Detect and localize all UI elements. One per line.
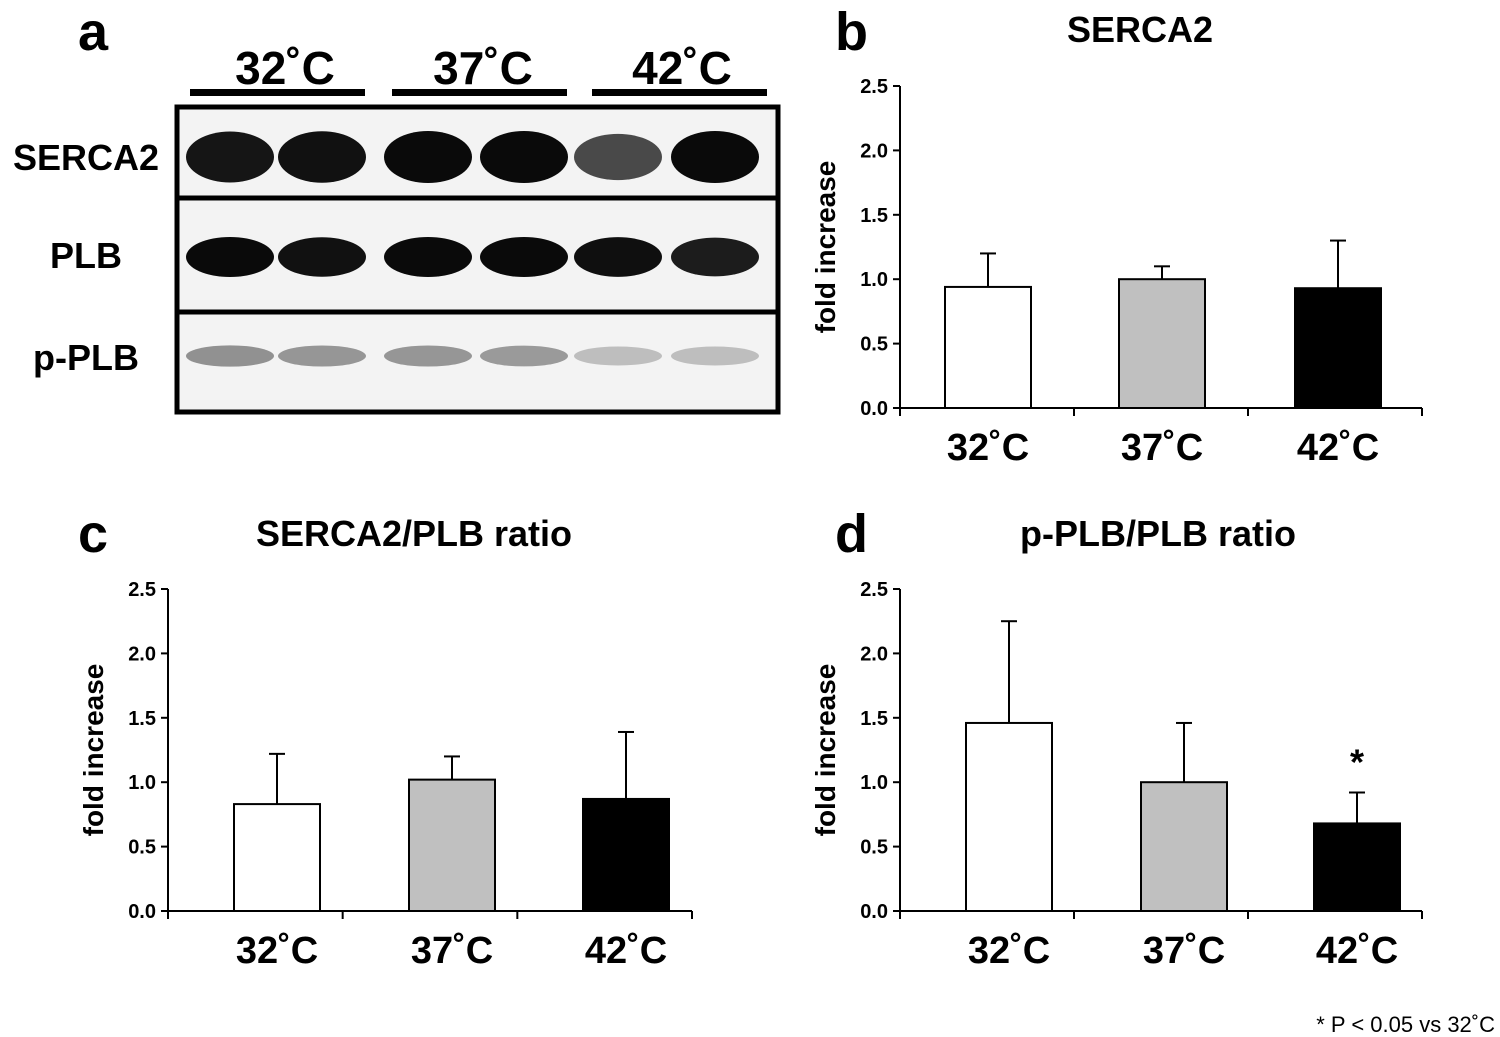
band-p-plb-lane-3 <box>384 345 472 367</box>
y-tick-label: 1.5 <box>860 708 888 730</box>
x-category-label: 42˚C <box>1316 930 1398 972</box>
x-category-label: 37˚C <box>411 930 493 972</box>
band-plb-lane-2 <box>278 237 366 277</box>
blot-group-underline-32 <box>190 89 365 96</box>
y-axis-label: fold increase <box>78 664 109 837</box>
y-tick-label: 1.0 <box>860 772 888 794</box>
x-category-label: 42˚C <box>585 930 667 972</box>
y-tick-label: 1.0 <box>128 772 156 794</box>
blot-row-label-p-plb: p-PLB <box>33 337 139 378</box>
band-serca2-lane-2 <box>278 131 366 183</box>
blot-bands <box>186 131 759 367</box>
y-tick-label: 0.5 <box>860 334 888 356</box>
band-p-plb-lane-5 <box>574 346 662 366</box>
panel-label-c: c <box>78 504 108 564</box>
band-serca2-lane-1 <box>186 131 274 183</box>
band-plb-lane-5 <box>574 237 662 277</box>
bar <box>1140 781 1228 913</box>
bar <box>408 778 496 913</box>
panel-label-b: b <box>835 2 868 62</box>
y-tick-label: 2.5 <box>128 579 156 601</box>
y-tick-label: 0.5 <box>128 837 156 859</box>
bar <box>1294 287 1382 409</box>
band-serca2-lane-5 <box>574 133 662 181</box>
y-axis-label: fold increase <box>810 161 841 334</box>
bar <box>233 803 321 913</box>
band-serca2-lane-3 <box>384 131 472 183</box>
bar <box>944 285 1032 410</box>
chart-title: p-PLB/PLB ratio <box>1020 513 1296 554</box>
bar <box>1313 822 1401 913</box>
band-p-plb-lane-1 <box>186 345 274 367</box>
blot-row-label-serca2: SERCA2 <box>13 137 159 178</box>
bar <box>582 797 670 912</box>
y-tick-label: 2.0 <box>860 140 888 162</box>
y-tick-label: 2.5 <box>860 76 888 98</box>
band-p-plb-lane-2 <box>278 345 366 367</box>
panel-label-d: d <box>835 504 868 564</box>
y-tick-label: 1.5 <box>128 708 156 730</box>
bar <box>965 721 1053 913</box>
x-category-label: 37˚C <box>1143 930 1225 972</box>
chart-p-plb-plb-ratio: p-PLB/PLB ratio 0.0 0.5 1.0 1.5 2.0 2.5 fold in… <box>810 513 1423 972</box>
y-tick-label: 1.0 <box>860 269 888 291</box>
band-plb-lane-1 <box>186 237 274 277</box>
x-category-label: 37˚C <box>1121 427 1203 469</box>
y-tick-label: 0.0 <box>860 901 888 923</box>
bar <box>1118 278 1206 410</box>
y-tick-label: 2.0 <box>128 643 156 665</box>
western-blot: 32˚C 37˚C 42˚C SERCA2 PLB p-PLB <box>13 42 781 415</box>
blot-group-label-37: 37˚C <box>433 42 533 94</box>
y-tick-label: 1.5 <box>860 205 888 227</box>
band-plb-lane-6 <box>671 237 759 277</box>
band-plb-lane-3 <box>384 237 472 277</box>
x-category-label: 32˚C <box>947 427 1029 469</box>
chart-serca2: SERCA2 0.0 0.5 1.0 1.5 2.0 2.5 fold increase 32˚… <box>810 9 1423 469</box>
blot-group-label-42: 42˚C <box>632 42 732 94</box>
y-tick-label: 0.0 <box>128 901 156 923</box>
band-plb-lane-4 <box>480 237 568 277</box>
y-tick-label: 0.0 <box>860 398 888 420</box>
band-p-plb-lane-6 <box>671 346 759 366</box>
y-tick-label: 0.5 <box>860 837 888 859</box>
chart-title: SERCA2/PLB ratio <box>256 513 572 554</box>
blot-group-label-32: 32˚C <box>235 42 335 94</box>
y-tick-label: 2.5 <box>860 579 888 601</box>
band-serca2-lane-4 <box>480 131 568 183</box>
x-category-label: 42˚C <box>1297 427 1379 469</box>
chart-serca2-plb-ratio: SERCA2/PLB ratio 0.0 0.5 1.0 1.5 2.0 2.5 fold i… <box>78 513 693 972</box>
footnote: * P < 0.05 vs 32˚C <box>1316 1012 1495 1037</box>
x-category-label: 32˚C <box>236 930 318 972</box>
x-category-label: 32˚C <box>968 930 1050 972</box>
blot-group-underline-37 <box>392 89 567 96</box>
y-axis-label: fold increase <box>810 664 841 837</box>
band-serca2-lane-6 <box>671 131 759 183</box>
blot-group-underline-42 <box>592 89 767 96</box>
y-tick-label: 2.0 <box>860 643 888 665</box>
significance-marker: * <box>1350 742 1364 783</box>
panel-label-a: a <box>78 2 109 62</box>
chart-title: SERCA2 <box>1067 9 1213 50</box>
band-p-plb-lane-4 <box>480 345 568 367</box>
blot-row-label-plb: PLB <box>50 235 122 276</box>
